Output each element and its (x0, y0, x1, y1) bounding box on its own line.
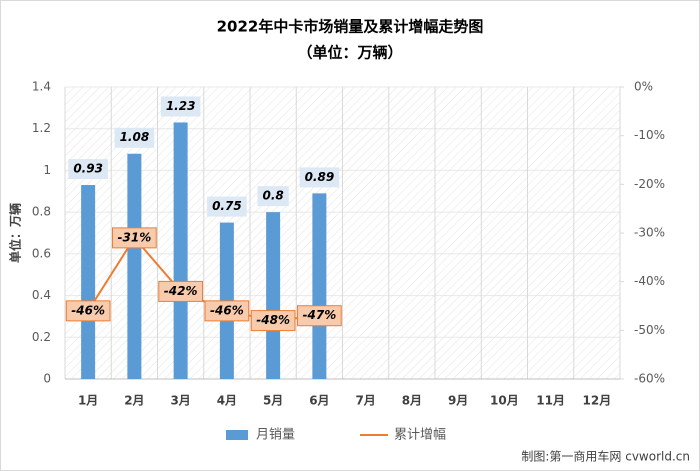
y2-tick-label: -40% (634, 274, 665, 288)
x-tick-label: 1月 (78, 394, 98, 408)
data-label: 0.93 (73, 162, 103, 176)
chart-title: 2022年中卡市场销量及累计增幅走势图 (217, 18, 484, 36)
bar (312, 193, 327, 379)
y-tick-label: 0 (43, 372, 51, 386)
y-tick-label: 0.4 (32, 288, 51, 302)
bar (266, 212, 281, 379)
y-tick-label: 1 (43, 163, 51, 177)
legend-label: 月销量 (256, 428, 295, 443)
bar (173, 122, 188, 379)
data-label: -46% (71, 303, 105, 317)
y2-tick-label: -50% (634, 323, 665, 337)
y2-tick-label: -30% (634, 226, 665, 240)
data-label: -46% (210, 303, 244, 317)
data-label-box (207, 196, 247, 217)
x-tick-label: 10月 (490, 394, 519, 408)
y-tick-label: 1.2 (32, 121, 51, 135)
source: 制图:第一商用车网 cvworld.cn (521, 449, 690, 464)
data-label-box (158, 280, 203, 302)
bar (127, 153, 142, 379)
data-label: 0.75 (212, 199, 242, 213)
bar (81, 185, 96, 379)
data-label: 0.8 (262, 189, 283, 203)
data-label-box (297, 305, 342, 327)
data-label: -42% (164, 284, 198, 298)
data-label: 0.89 (305, 170, 335, 184)
chart-subtitle: （单位：万辆） (297, 44, 402, 62)
data-label-box (114, 127, 155, 148)
data-label: -47% (303, 308, 337, 322)
y2-tick-label: -60% (634, 372, 665, 386)
y2-tick-label: -10% (634, 128, 665, 142)
y2-tick-label: -20% (634, 177, 665, 191)
x-tick-label: 11月 (536, 394, 565, 408)
legend-swatch (226, 430, 248, 440)
data-label-box (299, 167, 340, 188)
y2-tick-label: 0% (634, 80, 653, 94)
y-tick-label: 1.4 (32, 80, 51, 94)
data-label: 1.08 (120, 130, 150, 144)
data-label: 1.23 (166, 99, 196, 113)
x-tick-label: 3月 (170, 394, 190, 408)
x-tick-label: 12月 (583, 394, 612, 408)
data-label-box (65, 300, 111, 322)
data-label-box (257, 186, 289, 207)
x-tick-label: 7月 (355, 394, 375, 408)
x-tick-label: 2月 (124, 394, 144, 408)
x-tick-label: 8月 (402, 394, 422, 408)
data-label: -31% (118, 230, 152, 244)
x-tick-label: 9月 (448, 394, 468, 408)
data-label-box (250, 310, 296, 332)
y-tick-label: 0.6 (32, 246, 51, 260)
x-tick-label: 6月 (309, 394, 329, 408)
data-label-box (112, 227, 157, 249)
y-tick-label: 0.2 (32, 330, 51, 344)
x-tick-label: 4月 (217, 394, 237, 408)
data-label-box (160, 96, 201, 117)
y-axis-label: 单位：万辆 (8, 203, 23, 263)
data-label: -48% (256, 313, 290, 327)
x-tick-label: 5月 (263, 394, 283, 408)
data-label-box (204, 300, 250, 322)
y-tick-label: 0.8 (32, 205, 51, 219)
data-label-box (68, 159, 108, 180)
legend-label: 累计增幅 (394, 428, 446, 443)
